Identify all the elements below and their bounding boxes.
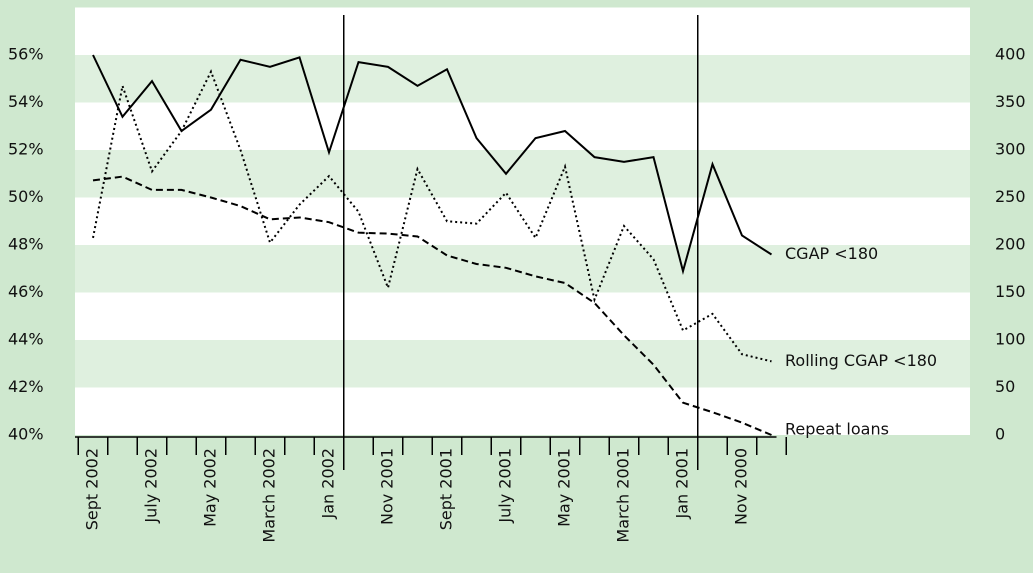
legend-label: Repeat loans (785, 420, 889, 439)
band (75, 55, 970, 103)
band (75, 150, 970, 198)
y2-tick-label: 100 (995, 330, 1026, 349)
y-tick-label: 48% (8, 235, 44, 254)
x-tick-label: July 2001 (496, 448, 515, 524)
band (75, 340, 970, 388)
y-tick-label: 40% (8, 425, 44, 444)
y2-tick-label: 200 (995, 235, 1026, 254)
y2-tick-label: 250 (995, 187, 1026, 206)
x-tick-label: Jan 2002 (319, 448, 338, 519)
x-tick-label: Nov 2001 (378, 448, 397, 525)
y2-tick-label: 400 (995, 45, 1026, 64)
y2-tick-label: 350 (995, 92, 1026, 111)
x-tick-label: March 2002 (260, 448, 279, 543)
y-tick-label: 44% (8, 330, 44, 349)
y-tick-label: 42% (8, 377, 44, 396)
y-tick-label: 50% (8, 187, 44, 206)
y-tick-label: 46% (8, 282, 44, 301)
y2-tick-label: 300 (995, 140, 1026, 159)
y2-tick-label: 150 (995, 282, 1026, 301)
y-tick-label: 52% (8, 140, 44, 159)
x-tick-label: May 2002 (201, 448, 220, 527)
x-tick-label: Jan 2001 (673, 448, 692, 519)
x-tick-label: Nov 2000 (732, 448, 751, 525)
y-tick-label: 56% (8, 45, 44, 64)
series-line (92, 69, 772, 363)
y2-tick-label: 0 (995, 425, 1005, 444)
legend-label: Rolling CGAP <180 (785, 351, 937, 370)
series-line (92, 54, 773, 275)
legend-label: CGAP <180 (785, 244, 878, 263)
x-tick-label: March 2001 (614, 448, 633, 543)
series-line (92, 175, 772, 436)
x-tick-label: Sept 2001 (437, 448, 456, 530)
y2-tick-label: 50 (995, 377, 1015, 396)
y-tick-label: 54% (8, 92, 44, 111)
x-tick-label: Sept 2002 (83, 448, 102, 530)
band (75, 245, 970, 293)
x-tick-label: May 2001 (555, 448, 574, 527)
x-tick-label: July 2002 (142, 448, 161, 524)
